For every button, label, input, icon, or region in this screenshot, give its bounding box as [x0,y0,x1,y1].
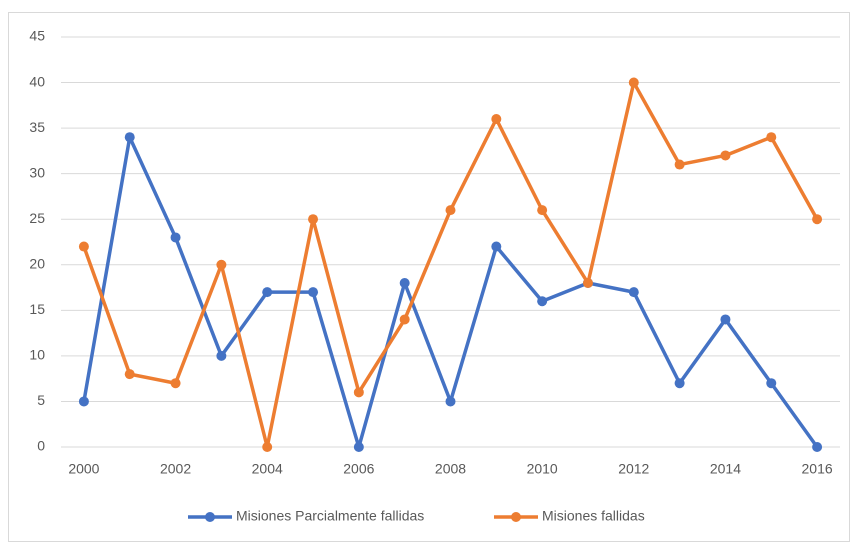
point [262,442,273,452]
point [766,132,777,143]
point [308,214,319,225]
point [399,278,410,288]
point [78,241,89,252]
point [674,159,685,170]
legend-label: Misiones Parcialmente fallidas [236,508,424,524]
legend-label: Misiones fallidas [542,508,645,524]
x-tick-label: 2016 [802,461,833,477]
point [491,241,502,252]
chart-frame [8,12,850,542]
point [812,214,823,225]
point [491,114,502,124]
point [812,442,823,452]
point [445,396,456,407]
point [720,314,731,325]
legend-marker [511,512,521,522]
y-tick-label: 20 [29,255,45,271]
point [445,205,456,216]
x-tick-label: 2002 [160,461,191,477]
point [399,314,410,325]
point [262,287,273,298]
point [628,77,639,88]
x-tick-label: 2000 [68,461,99,477]
y-tick-label: 15 [29,301,45,317]
point [628,287,639,298]
point [170,378,181,389]
y-tick-label: 40 [29,73,45,89]
point [216,350,227,361]
point [353,387,364,398]
legend-marker [205,512,215,522]
y-tick-label: 45 [29,28,45,44]
y-tick-label: 5 [37,392,45,408]
x-tick-label: 2014 [710,461,741,477]
point [537,205,548,216]
point [170,232,181,243]
point [720,150,731,161]
y-tick-label: 0 [37,438,45,454]
x-tick-label: 2010 [527,461,558,477]
y-tick-label: 30 [29,164,45,180]
x-tick-label: 2006 [343,461,374,477]
y-tick-label: 25 [29,210,45,226]
point [353,442,364,452]
point [124,369,135,380]
point [582,278,593,288]
point [78,396,89,407]
point [308,287,319,298]
x-tick-label: 2012 [618,461,649,477]
y-tick-label: 35 [29,119,45,135]
point [537,296,548,307]
y-tick-label: 10 [29,347,45,363]
point [124,132,135,143]
point [674,378,685,389]
x-tick-label: 2004 [252,461,283,477]
x-tick-label: 2008 [435,461,466,477]
point [766,378,777,389]
point [216,259,227,270]
